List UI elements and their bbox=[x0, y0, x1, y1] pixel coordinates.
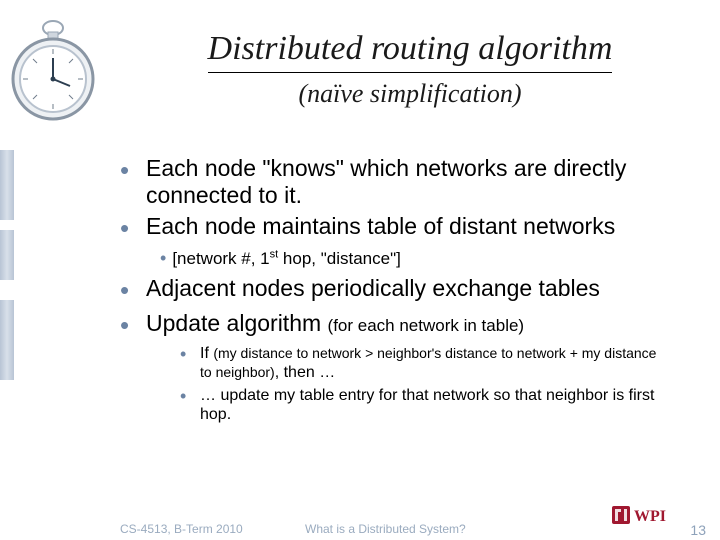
bullet-dot-icon: • bbox=[120, 213, 138, 244]
bullet-text: If (my distance to network > neighbor's … bbox=[200, 344, 670, 382]
wpi-logo-icon: WPI bbox=[612, 504, 682, 526]
bullet-level3: • If (my distance to network > neighbor's… bbox=[180, 344, 710, 382]
page-number: 13 bbox=[690, 522, 706, 538]
bullet-level1: • Update algorithm (for each network in t… bbox=[120, 310, 710, 341]
bullet-text: … update my table entry for that network… bbox=[200, 386, 670, 424]
slide-title: Distributed routing algorithm bbox=[208, 30, 613, 73]
bullet-level1: • Adjacent nodes periodically exchange ta… bbox=[120, 275, 710, 306]
footer-course: CS-4513, B-Term 2010 bbox=[120, 522, 243, 536]
bullet-text: Each node "knows" which networks are dir… bbox=[146, 155, 696, 209]
bullet-dot-icon: • bbox=[160, 248, 166, 268]
bullet-text: [network #, 1st hop, "distance"] bbox=[172, 249, 401, 268]
bullet-text: Update algorithm (for each network in ta… bbox=[146, 310, 696, 337]
bullet-dot-icon: • bbox=[180, 344, 194, 366]
bullet-level1: • Each node maintains table of distant ne… bbox=[120, 213, 710, 244]
decor-bar bbox=[0, 300, 14, 380]
bullet-level2: • [network #, 1st hop, "distance"] bbox=[160, 248, 710, 269]
bullet-dot-icon: • bbox=[120, 155, 138, 186]
bullet-text: Each node maintains table of distant net… bbox=[146, 213, 696, 240]
decor-bar bbox=[0, 230, 14, 280]
bullet-level3: • … update my table entry for that networ… bbox=[180, 386, 710, 424]
svg-text:WPI: WPI bbox=[634, 508, 666, 525]
bullet-text: Adjacent nodes periodically exchange tab… bbox=[146, 275, 696, 302]
bullet-dot-icon: • bbox=[120, 275, 138, 306]
footer-title: What is a Distributed System? bbox=[305, 522, 466, 536]
slide-content: • Each node "knows" which networks are di… bbox=[120, 155, 710, 427]
slide-title-block: Distributed routing algorithm (naïve sim… bbox=[130, 30, 690, 109]
bullet-dot-icon: • bbox=[180, 386, 194, 408]
bullet-level1: • Each node "knows" which networks are di… bbox=[120, 155, 710, 209]
bullet-dot-icon: • bbox=[120, 310, 138, 341]
pocket-watch-icon bbox=[8, 14, 98, 124]
slide-subtitle: (naïve simplification) bbox=[130, 79, 690, 109]
decor-bar bbox=[0, 150, 14, 220]
